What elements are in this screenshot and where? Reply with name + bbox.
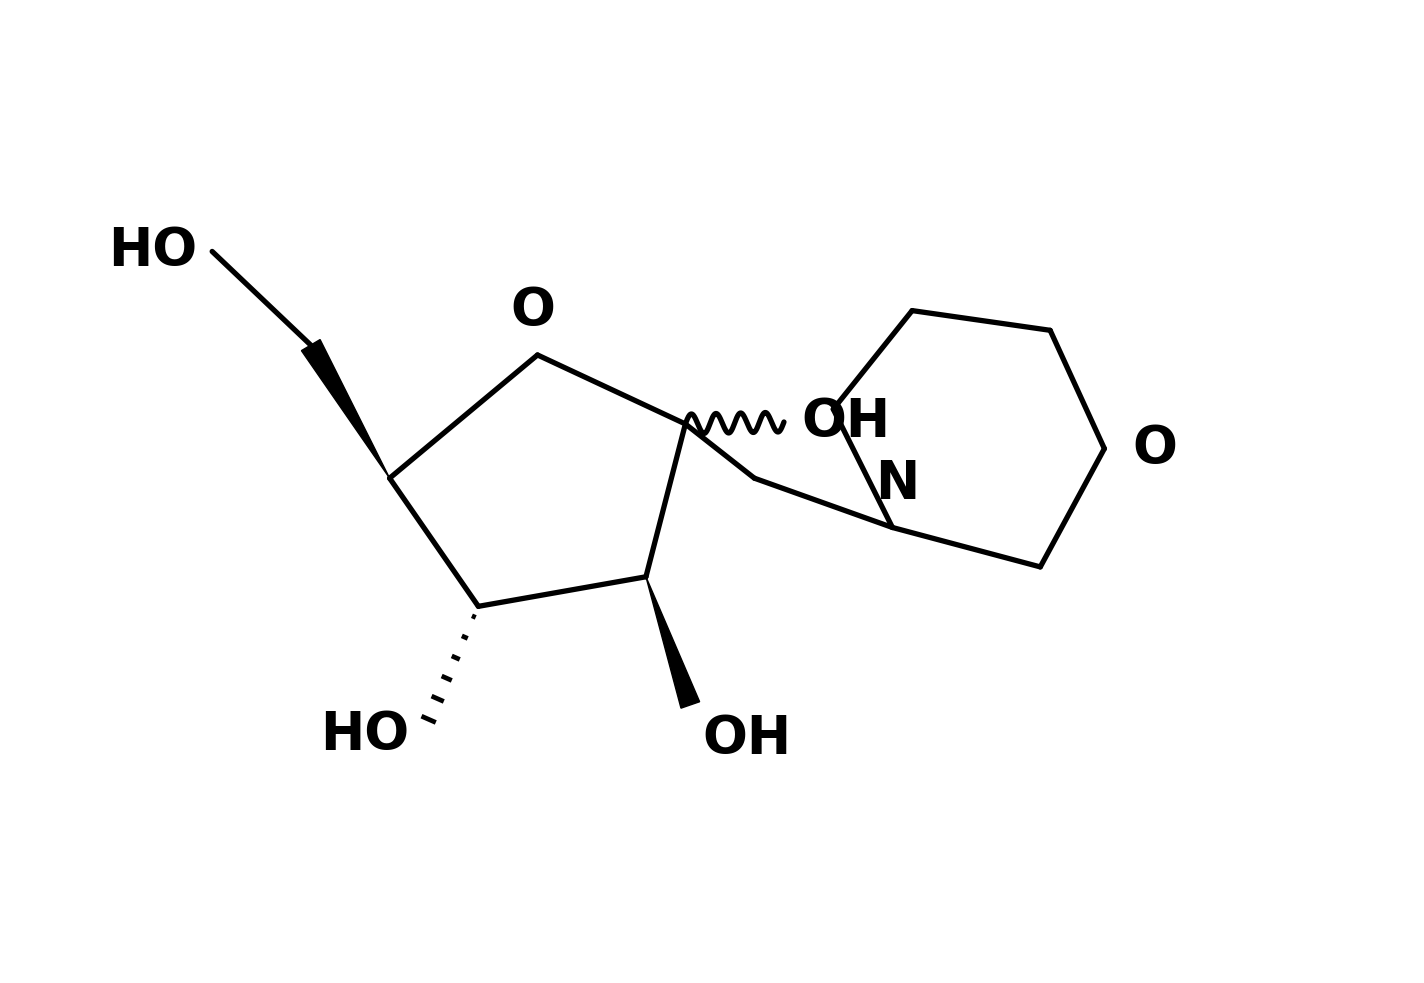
Text: HO: HO — [108, 225, 198, 277]
Polygon shape — [646, 577, 699, 708]
Text: HO: HO — [320, 709, 409, 761]
Text: OH: OH — [802, 396, 891, 448]
Text: OH: OH — [702, 713, 792, 765]
Text: O: O — [510, 285, 555, 337]
Text: N: N — [876, 458, 920, 510]
Text: O: O — [1132, 423, 1176, 475]
Polygon shape — [302, 339, 390, 478]
